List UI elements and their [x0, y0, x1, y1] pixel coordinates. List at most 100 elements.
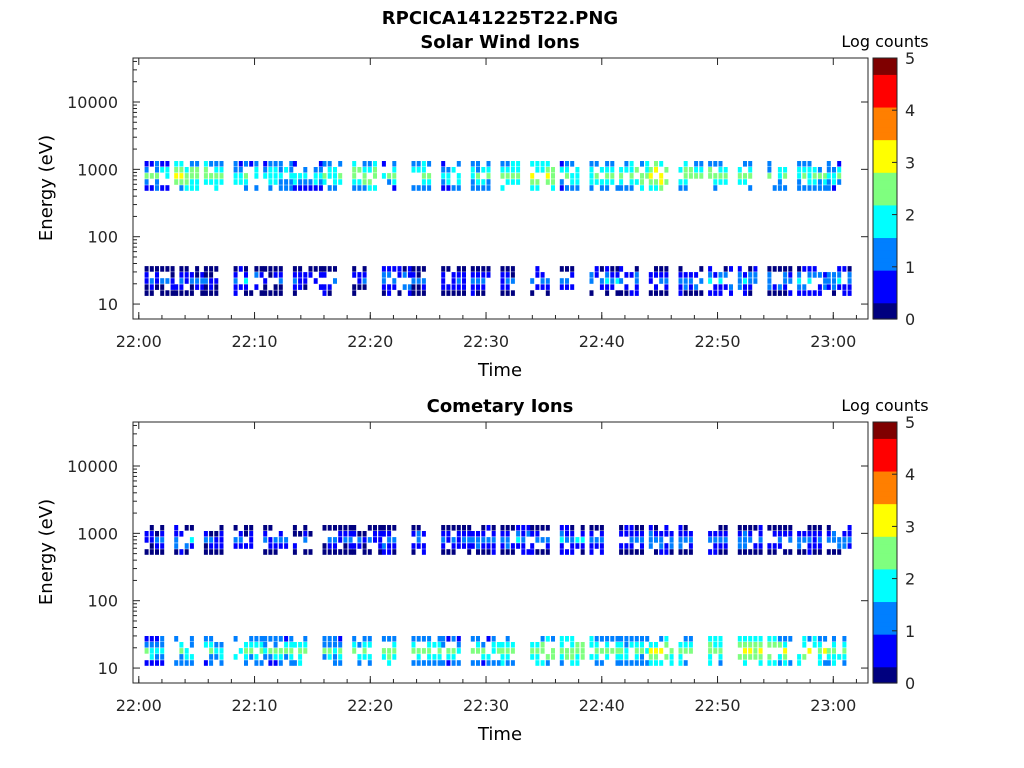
heatmap-cell [669, 543, 674, 549]
heatmap-cell [718, 537, 723, 543]
heatmap-cell [233, 167, 238, 173]
heatmap-cell [292, 642, 297, 648]
heatmap-cell [659, 531, 664, 537]
heatmap-cell [516, 161, 521, 167]
colorbar-segment [873, 282, 897, 287]
heatmap-cell [743, 543, 747, 549]
heatmap-cell [249, 636, 254, 642]
heatmap-cell [357, 537, 362, 543]
heatmap-cell [802, 537, 807, 543]
heatmap-cell [387, 537, 392, 543]
heatmap-cell [812, 537, 817, 543]
heatmap-cell [688, 290, 693, 296]
heatmap-cell [244, 179, 248, 185]
heatmap-cell [397, 266, 402, 272]
heatmap-cell [500, 642, 505, 648]
heatmap-cell [209, 284, 214, 290]
heatmap-cell [174, 636, 179, 642]
heatmap-cell [451, 537, 456, 543]
heatmap-cell [743, 642, 747, 648]
heatmap-cell [678, 537, 683, 543]
heatmap-cell [189, 167, 194, 173]
heatmap-cell [476, 531, 480, 537]
heatmap-cell [357, 642, 362, 648]
heatmap-cell [683, 525, 688, 531]
heatmap-cell [195, 161, 200, 167]
heatmap-cell [589, 272, 594, 278]
heatmap-cell [817, 179, 822, 185]
heatmap-cell [268, 660, 273, 666]
heatmap-cell [683, 185, 688, 191]
heatmap-cell [619, 290, 624, 296]
heatmap-cell [298, 266, 303, 272]
heatmap-cell [392, 648, 397, 654]
heatmap-cell [615, 185, 620, 191]
heatmap-cell [144, 278, 149, 284]
heatmap-cell [837, 167, 842, 173]
heatmap-cell [500, 185, 505, 191]
heatmap-cell [278, 272, 283, 278]
heatmap-cell [777, 537, 782, 543]
heatmap-cell [551, 185, 555, 191]
heatmap-cell [476, 660, 480, 666]
colorbar-segment [873, 111, 897, 116]
heatmap-cell [530, 531, 535, 537]
heatmap-cell [737, 272, 742, 278]
heatmap-cell [170, 266, 175, 272]
heatmap-cell [268, 161, 273, 167]
heatmap-cell [402, 272, 407, 278]
heatmap-cell [758, 543, 763, 549]
heatmap-cell [496, 660, 501, 666]
heatmap-cell [788, 272, 793, 278]
heatmap-cell [491, 537, 496, 543]
heatmap-cell [298, 660, 303, 666]
heatmap-cell [678, 179, 683, 185]
heatmap-cell [397, 272, 402, 278]
heatmap-cell [456, 525, 461, 531]
heatmap-cell [605, 290, 610, 296]
heatmap-cell [594, 525, 599, 531]
heatmap-cell [273, 179, 278, 185]
heatmap-cell [263, 167, 268, 173]
heatmap-cell [416, 278, 421, 284]
heatmap-cell [184, 272, 189, 278]
heatmap-cell [303, 531, 308, 537]
heatmap-cell [629, 173, 634, 179]
heatmap-cell [664, 266, 669, 272]
heatmap-cell [551, 648, 555, 654]
heatmap-cell [491, 648, 496, 654]
heatmap-cell [451, 636, 456, 642]
heatmap-cell [327, 167, 332, 173]
heatmap-cell [812, 549, 817, 555]
heatmap-cell [545, 173, 550, 179]
heatmap-cell [634, 290, 639, 296]
heatmap-cell [441, 525, 446, 531]
heatmap-cell [446, 290, 451, 296]
heatmap-cell [510, 525, 515, 531]
heatmap-cell [817, 290, 822, 296]
colorbar-segment [873, 470, 897, 476]
colorbar-segment [873, 204, 897, 210]
heatmap-cell [343, 525, 348, 531]
heatmap-cell [748, 549, 753, 555]
heatmap-cell [605, 266, 610, 272]
heatmap-cell [481, 654, 486, 660]
colorbar-segment [873, 294, 897, 300]
heatmap-cell [797, 179, 802, 185]
heatmap-cell [179, 660, 184, 666]
colorbar-segment [873, 131, 897, 137]
heatmap-cell [411, 284, 416, 290]
heatmap-cell [718, 167, 723, 173]
heatmap-cell [214, 290, 219, 296]
heatmap-cell [758, 636, 763, 642]
heatmap-cell [535, 531, 540, 537]
heatmap-cell [244, 525, 248, 531]
heatmap-cell [367, 179, 372, 185]
colorbar-tick-label: 2 [905, 206, 915, 225]
heatmap-cell [500, 531, 505, 537]
heatmap-cell [565, 525, 569, 531]
heatmap-cell [640, 642, 644, 648]
heatmap-cell [327, 290, 332, 296]
heatmap-cell [783, 278, 788, 284]
heatmap-cell [451, 648, 456, 654]
